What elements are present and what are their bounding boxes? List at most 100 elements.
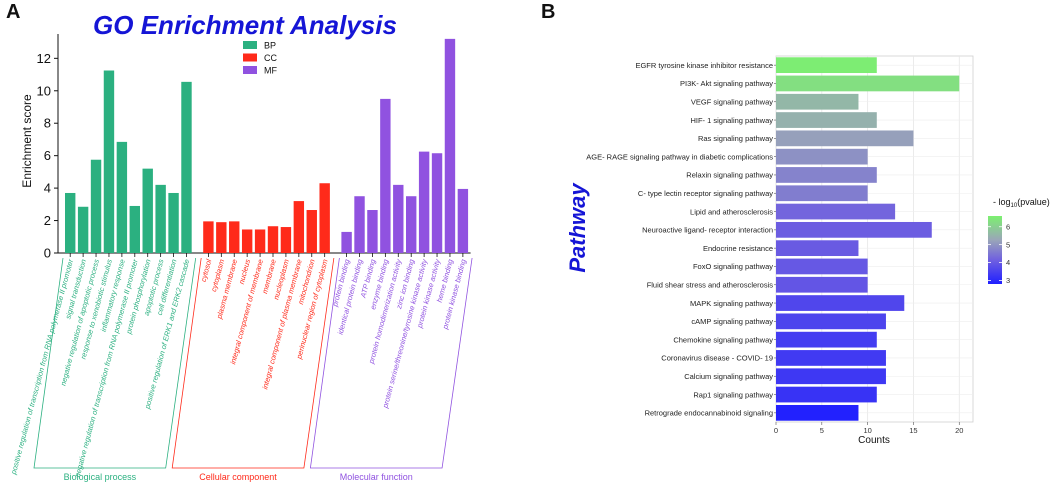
colorbar-ticks: 3 4 5 6 [988, 222, 1010, 285]
pathway-x-tick-label: 20 [955, 426, 963, 435]
go-bar-bp [181, 81, 192, 253]
pathway-bar [776, 148, 868, 165]
go-bar-mf [406, 196, 417, 253]
go-bar-bp [77, 206, 89, 253]
pathway-bar [776, 130, 914, 147]
go-bar-cc [229, 221, 240, 253]
pathway-label: Endocrine resistance [703, 244, 773, 253]
go-chart-title: GO Enrichment Analysis [93, 10, 397, 40]
go-bar-mf [418, 151, 430, 253]
go-bar-bp [65, 192, 76, 253]
go-y-tick-label: 8 [44, 116, 51, 131]
pathway-label: EGFR tyrosine kinase inhibitor resistanc… [635, 61, 773, 70]
go-bar-cc [306, 210, 317, 253]
pathway-x-tick-label: 10 [863, 426, 871, 435]
pathway-bar [776, 350, 886, 366]
pathway-bar [776, 167, 877, 183]
go-legend-swatch [243, 66, 257, 74]
pathway-bar [776, 93, 859, 110]
go-bar-cc [254, 229, 266, 253]
go-group-label: Biological process [64, 472, 137, 482]
pathway-label: Calcium signaling pathway [684, 372, 773, 381]
go-group-label: Cellular component [199, 472, 277, 482]
pathway-label: Ras signaling pathway [698, 134, 773, 143]
go-bar-cc [267, 226, 279, 253]
go-group-brackets: Biological process Cellular component Mole… [33, 257, 473, 482]
go-y-tick-label: 10 [37, 83, 51, 98]
go-y-axis-label: Enrichment score [20, 94, 34, 188]
go-group-label: Molecular function [340, 472, 413, 482]
pathway-x-tick-label: 0 [774, 426, 778, 435]
go-y-tick-label: 6 [44, 148, 51, 163]
go-bar-bp [168, 192, 179, 253]
go-bar-cc [203, 221, 214, 253]
pathway-label: FoxO signaling pathway [693, 262, 773, 271]
go-bars [65, 38, 469, 257]
pathway-bar [776, 404, 859, 421]
colorbar-tick-label: 3 [1006, 276, 1010, 285]
go-bar-cc [280, 227, 292, 253]
pathway-label: AGE- RAGE signaling pathway in diabetic … [586, 152, 773, 161]
pathway-label: Neuroactive ligand- receptor interaction [642, 226, 773, 235]
go-y-tick-label: 12 [37, 51, 51, 66]
pathway-x-axis: 0 5 10 15 20 [774, 422, 963, 435]
colorbar-tick-label: 6 [1006, 222, 1010, 231]
pathway-bar [776, 368, 886, 385]
go-y-tick-label: 2 [44, 213, 51, 228]
pathway-label: MAPK signaling pathway [690, 299, 773, 308]
pathway-bar [776, 331, 877, 348]
go-group-bracket [33, 257, 197, 469]
pathway-label: cAMP signaling pathway [691, 317, 773, 326]
pathway-label: VEGF signaling pathway [691, 97, 773, 106]
panel-label-b: B [541, 1, 555, 23]
pathway-x-axis-label: Counts [858, 435, 890, 446]
pathway-bar [776, 295, 905, 311]
pathway-bar [776, 203, 896, 220]
go-bar-bp [116, 141, 128, 253]
pathway-label: Relaxin signaling pathway [686, 171, 773, 180]
go-bar-bp [142, 168, 153, 253]
pathway-axis-title: Pathway [565, 182, 590, 273]
pathway-bar [776, 221, 932, 238]
pathway-x-tick-label: 5 [820, 426, 824, 435]
colorbar-title: - log10(pvalue) [993, 197, 1050, 209]
go-legend-swatch [243, 53, 257, 62]
pathway-label: Lipid and atherosclerosis [690, 207, 773, 216]
pathway-labels: EGFR tyrosine kinase inhibitor resistanc… [586, 61, 776, 418]
pathway-label: Retrograde endocannabinoid signaling [645, 409, 773, 418]
go-bar-mf [393, 184, 404, 253]
go-bar-bp [129, 205, 140, 253]
go-group-bracket [309, 257, 473, 469]
pathway-plot-area [775, 55, 974, 423]
pathway-label: Rap1 signaling pathway [693, 390, 773, 399]
go-bar-mf [444, 38, 456, 253]
go-bar-mf [341, 231, 352, 253]
go-legend-label: BP [264, 41, 276, 51]
go-bar-mf [457, 188, 469, 253]
go-bar-cc [319, 183, 330, 253]
pathway-bar [776, 57, 877, 74]
go-y-tick-label: 4 [44, 181, 51, 196]
colorbar [988, 216, 1002, 284]
pathway-label: C- type lectin receptor signaling pathwa… [638, 189, 773, 198]
go-bar-mf [367, 210, 378, 253]
go-bar-cc [241, 229, 253, 253]
colorbar-tick-label: 5 [1006, 240, 1010, 249]
pathway-bar [776, 386, 877, 403]
go-y-tick-label: 0 [44, 246, 51, 261]
go-bar-mf [354, 196, 365, 253]
pathway-label: Fluid shear stress and atherosclerosis [647, 280, 774, 289]
pathway-label: HIF- 1 signaling pathway [690, 116, 773, 125]
pathway-label: Coronavirus disease - COVID- 19 [661, 354, 773, 363]
go-bar-cc [293, 201, 305, 253]
pathway-bar [776, 185, 868, 202]
go-legend-label: CC [264, 53, 277, 63]
pathway-bar [776, 313, 886, 330]
pathway-bars [776, 57, 960, 421]
go-legend-swatch [243, 41, 257, 49]
go-bar-mf [380, 98, 391, 253]
go-bar-bp [103, 70, 115, 253]
go-bar-mf [431, 153, 443, 253]
pathway-bar [776, 258, 868, 275]
